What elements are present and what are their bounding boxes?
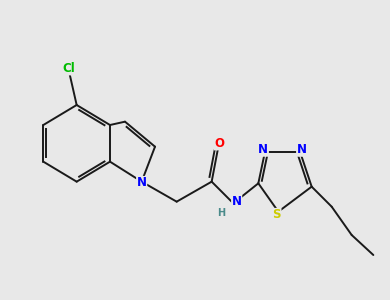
Text: N: N bbox=[232, 195, 242, 208]
Text: H: H bbox=[218, 208, 226, 218]
Text: N: N bbox=[136, 176, 147, 190]
Text: Cl: Cl bbox=[62, 62, 75, 75]
Text: S: S bbox=[273, 208, 281, 221]
Text: O: O bbox=[215, 137, 224, 150]
Text: N: N bbox=[297, 143, 307, 156]
Text: N: N bbox=[258, 143, 268, 156]
